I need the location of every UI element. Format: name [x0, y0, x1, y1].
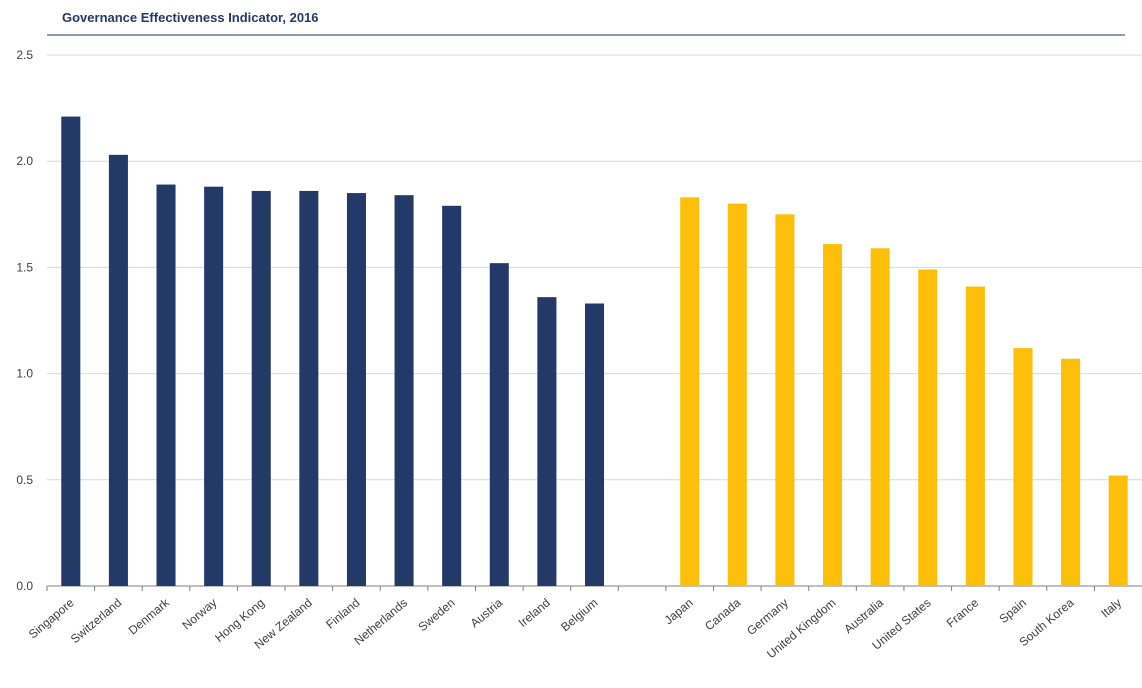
bar: [299, 190, 319, 586]
bar: [251, 190, 271, 586]
x-tick-label: Italy: [1098, 596, 1124, 621]
y-tick-label: 1.5: [16, 260, 33, 274]
bar: [1013, 348, 1033, 586]
x-tick-label: Denmark: [126, 595, 173, 638]
bar: [489, 263, 509, 586]
x-tick-label: France: [944, 595, 982, 630]
bar: [965, 286, 985, 586]
x-tick-label: Spain: [996, 596, 1029, 626]
bar: [727, 203, 747, 586]
bar: [156, 184, 176, 586]
bar: [1061, 358, 1081, 586]
x-tick-label: Canada: [702, 595, 743, 633]
bar: [870, 248, 890, 586]
y-tick-label: 2.0: [16, 154, 33, 168]
bar: [680, 197, 700, 587]
x-tick-label: Netherlands: [351, 596, 410, 648]
x-tick-label: Finland: [323, 596, 362, 632]
bar: [442, 205, 462, 586]
bar: [537, 297, 557, 586]
x-tick-label: Japan: [662, 596, 696, 628]
x-tick-label: Belgium: [558, 596, 600, 635]
bar: [775, 214, 795, 587]
bar: [823, 244, 843, 586]
x-tick-label: Switzerland: [68, 596, 125, 647]
chart-title: Governance Effectiveness Indicator, 2016: [62, 10, 319, 25]
bar: [918, 269, 938, 586]
bar: [108, 154, 128, 586]
x-tick-label: Ireland: [516, 596, 553, 630]
x-tick-label: Sweden: [415, 596, 457, 635]
x-tick-label: Austria: [468, 595, 506, 630]
bar: [61, 116, 81, 586]
y-tick-label: 1.0: [16, 367, 33, 381]
x-tick-label: Germany: [744, 596, 791, 638]
bar: [346, 193, 366, 586]
y-tick-label: 2.5: [16, 48, 33, 62]
bar: [394, 195, 414, 586]
x-tick-label: Australia: [841, 595, 886, 636]
bar: [1108, 475, 1128, 586]
y-tick-label: 0.5: [16, 473, 33, 487]
bar: [584, 303, 605, 586]
bar: [204, 186, 224, 587]
y-tick-label: 0.0: [16, 579, 33, 593]
x-tick-label: Norway: [179, 596, 219, 633]
